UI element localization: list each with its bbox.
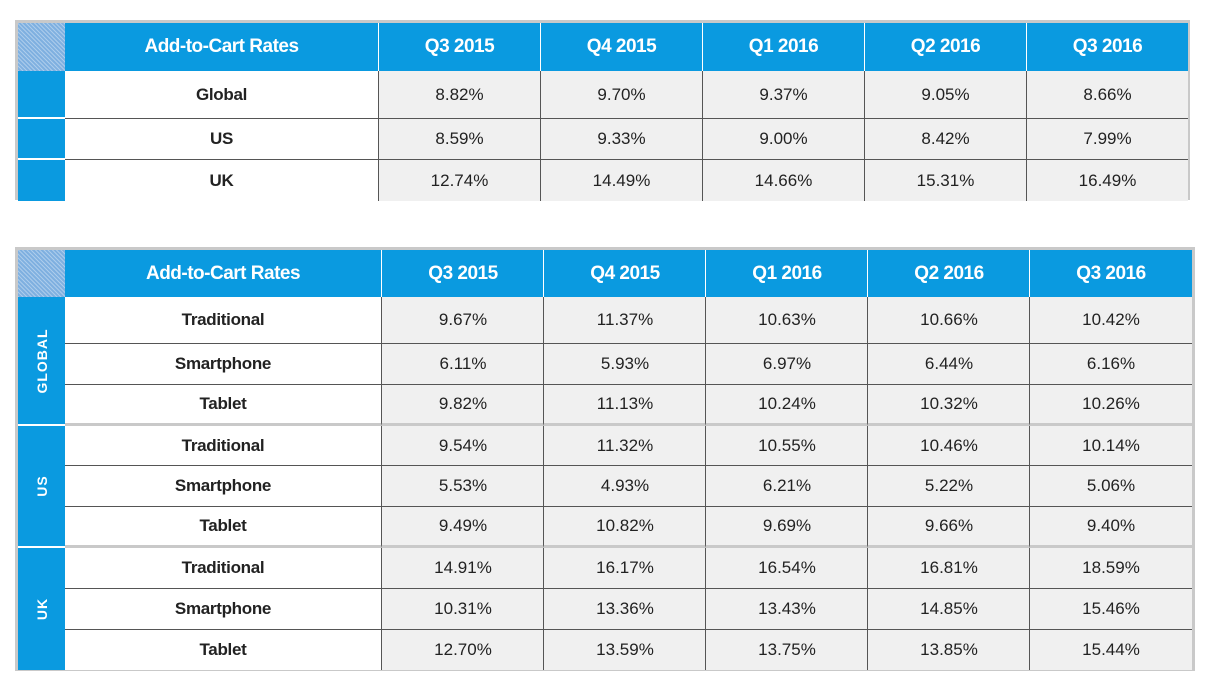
data-cell: 8.42% [864, 119, 1026, 160]
header-title: Add-to-Cart Rates [65, 250, 381, 297]
add-to-cart-rates-by-region-table: Add-to-Cart Rates Q3 2015 Q4 2015 Q1 2016 Q2… [15, 20, 1190, 201]
group-band: GLOBAL [18, 297, 65, 426]
group-label: GLOBAL [33, 327, 50, 394]
column-header: Q3 2016 [1026, 23, 1188, 71]
data-cell: 6.16% [1029, 344, 1192, 385]
data-cell: 16.81% [867, 548, 1030, 589]
row-label: Smartphone [65, 589, 381, 630]
data-cell: 11.13% [543, 385, 706, 426]
data-cell: 10.24% [705, 385, 868, 426]
data-cell: 10.42% [1029, 297, 1192, 344]
data-cell: 14.91% [381, 548, 544, 589]
data-cell: 11.32% [543, 426, 706, 466]
data-cell: 10.32% [867, 385, 1030, 426]
data-cell: 5.22% [867, 466, 1030, 507]
data-cell: 16.17% [543, 548, 706, 589]
data-cell: 5.53% [381, 466, 544, 507]
group-label: UK [33, 597, 50, 621]
column-header: Q3 2015 [381, 250, 544, 297]
data-cell: 13.36% [543, 589, 706, 630]
data-cell: 6.21% [705, 466, 868, 507]
data-cell: 14.66% [702, 160, 864, 201]
row-label: Tablet [65, 507, 381, 548]
data-cell: 18.59% [1029, 548, 1192, 589]
row-marker [18, 71, 65, 119]
row-label: Traditional [65, 548, 381, 589]
data-cell: 6.11% [381, 344, 544, 385]
data-cell: 7.99% [1026, 119, 1188, 160]
data-cell: 12.74% [378, 160, 540, 201]
group-band: UK [18, 548, 65, 670]
data-cell: 8.59% [378, 119, 540, 160]
data-cell: 12.70% [381, 630, 544, 670]
data-cell: 16.54% [705, 548, 868, 589]
column-header: Q1 2016 [705, 250, 868, 297]
data-cell: 15.44% [1029, 630, 1192, 670]
corner-swatch [18, 23, 65, 71]
data-cell: 10.14% [1029, 426, 1192, 466]
data-cell: 9.37% [702, 71, 864, 119]
data-cell: 9.66% [867, 507, 1030, 548]
group-band: US [18, 426, 65, 548]
data-cell: 9.67% [381, 297, 544, 344]
data-cell: 5.06% [1029, 466, 1192, 507]
data-cell: 10.31% [381, 589, 544, 630]
row-label: US [65, 119, 378, 160]
data-cell: 9.33% [540, 119, 702, 160]
data-cell: 11.37% [543, 297, 706, 344]
data-cell: 10.63% [705, 297, 868, 344]
column-header: Q1 2016 [702, 23, 864, 71]
column-header: Q2 2016 [864, 23, 1026, 71]
data-cell: 13.59% [543, 630, 706, 670]
row-label: Smartphone [65, 466, 381, 507]
data-cell: 9.82% [381, 385, 544, 426]
row-label: Traditional [65, 426, 381, 466]
row-marker [18, 119, 65, 160]
row-label: UK [65, 160, 378, 201]
column-header: Q3 2015 [378, 23, 540, 71]
header-title: Add-to-Cart Rates [65, 23, 378, 71]
data-cell: 4.93% [543, 466, 706, 507]
data-cell: 13.43% [705, 589, 868, 630]
column-header: Q4 2015 [543, 250, 706, 297]
data-cell: 8.82% [378, 71, 540, 119]
group-label: US [33, 475, 50, 497]
data-cell: 9.00% [702, 119, 864, 160]
data-cell: 5.93% [543, 344, 706, 385]
row-label: Traditional [65, 297, 381, 344]
data-cell: 10.55% [705, 426, 868, 466]
data-cell: 6.97% [705, 344, 868, 385]
data-cell: 8.66% [1026, 71, 1188, 119]
data-cell: 9.69% [705, 507, 868, 548]
data-cell: 14.85% [867, 589, 1030, 630]
row-label: Global [65, 71, 378, 119]
column-header: Q4 2015 [540, 23, 702, 71]
data-cell: 10.82% [543, 507, 706, 548]
data-cell: 9.40% [1029, 507, 1192, 548]
data-cell: 10.46% [867, 426, 1030, 466]
row-label: Smartphone [65, 344, 381, 385]
data-cell: 9.70% [540, 71, 702, 119]
data-cell: 15.46% [1029, 589, 1192, 630]
data-cell: 14.49% [540, 160, 702, 201]
data-cell: 13.85% [867, 630, 1030, 670]
data-cell: 10.26% [1029, 385, 1192, 426]
row-label: Tablet [65, 385, 381, 426]
row-marker [18, 160, 65, 201]
column-header: Q2 2016 [867, 250, 1030, 297]
data-cell: 15.31% [864, 160, 1026, 201]
row-label: Tablet [65, 630, 381, 670]
column-header: Q3 2016 [1029, 250, 1192, 297]
data-cell: 9.54% [381, 426, 544, 466]
corner-swatch [18, 250, 65, 297]
data-cell: 16.49% [1026, 160, 1188, 201]
data-cell: 6.44% [867, 344, 1030, 385]
data-cell: 9.05% [864, 71, 1026, 119]
data-cell: 13.75% [705, 630, 868, 670]
add-to-cart-rates-by-device-table: Add-to-Cart Rates Q3 2015 Q4 2015 Q1 2016 Q2… [15, 247, 1195, 671]
data-cell: 10.66% [867, 297, 1030, 344]
data-cell: 9.49% [381, 507, 544, 548]
